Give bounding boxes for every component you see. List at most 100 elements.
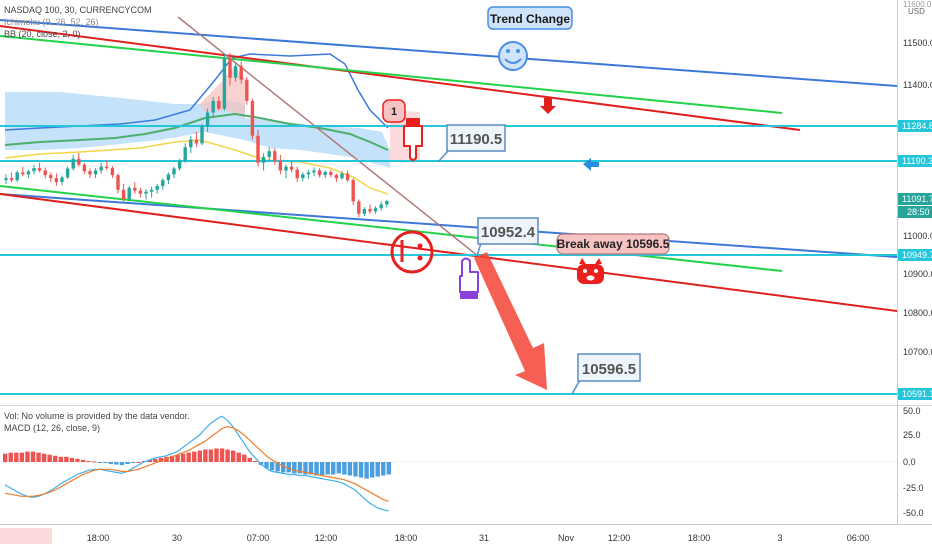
macd-bar [53, 455, 58, 462]
candle-body [379, 204, 383, 209]
price-tick: 10700.0 [903, 347, 932, 357]
macd-bar [80, 459, 86, 462]
diagonal-resistance-line [177, 16, 479, 257]
candle-body [121, 189, 126, 200]
candle-body [267, 151, 271, 157]
candle-body [284, 166, 288, 171]
candle-body [172, 168, 176, 175]
candle-body [60, 177, 64, 183]
macd-bar [136, 462, 141, 463]
signal-line [4, 425, 389, 503]
bollinger-lower-band [4, 139, 389, 195]
callout-10952[interactable]: 10952.4 [476, 217, 539, 257]
candle-body [228, 58, 232, 78]
macd-bar [358, 462, 364, 478]
candle-body [289, 166, 294, 170]
macd-bar [214, 448, 219, 462]
candle-body [273, 151, 277, 161]
callout-11190[interactable]: 11190.5 [437, 124, 506, 163]
macd-axis[interactable]: 50.0 25.0 0.0 -25.0 -50.0 [903, 406, 924, 518]
candle-body [21, 172, 25, 175]
candle-body [93, 170, 98, 175]
macd-bar [381, 462, 386, 476]
badge-one[interactable]: 1 [382, 99, 406, 123]
price-tick: 11000.0 [903, 231, 932, 241]
time-axis[interactable]: 18:00 30 07:00 12:00 18:00 31 12:00 18:0… [87, 533, 870, 543]
macd-bar [108, 462, 114, 465]
macd-bar [41, 453, 47, 462]
macd-bar [253, 460, 258, 462]
macd-bar [175, 454, 180, 462]
callout-10596[interactable]: 10596.5 [571, 353, 641, 395]
macd-bar [64, 456, 69, 462]
macd-bar [219, 448, 225, 462]
candle-body [256, 135, 260, 163]
level-label: 10591.1 [902, 389, 932, 399]
chart-legend: NASDAQ 100, 30, CURRENCYCOM Ichimoku (9,… [4, 4, 152, 40]
candle-body [317, 170, 322, 176]
callout-10596-label: 10596.5 [582, 361, 636, 378]
candle-body [183, 147, 187, 161]
macd-bar [275, 462, 280, 472]
level-label: 11190.3 [902, 156, 932, 166]
macd-bar [197, 450, 202, 462]
symbol-line[interactable]: NASDAQ 100, 30, CURRENCYCOM [4, 5, 152, 15]
macd-bar [303, 462, 308, 475]
volume-note[interactable]: Vol: No volume is provided by the data v… [4, 411, 190, 421]
macd-bar [186, 452, 191, 462]
candle-body [15, 172, 19, 181]
lower-blue-trendline [0, 193, 898, 258]
macd-bar [19, 452, 25, 462]
time-tick: 3 [777, 533, 782, 543]
candle-body [133, 187, 137, 191]
macd-bar [180, 453, 186, 462]
level-label: 11284.8 [902, 121, 932, 131]
price-axis[interactable]: USD 11600.0 11500.0 11400.0 11000.0 1090… [903, 0, 932, 357]
macd-label[interactable]: MACD (12, 26, close, 9) [4, 423, 101, 433]
candle-body [373, 208, 378, 212]
trend-change-callout[interactable]: Trend Change [487, 6, 573, 30]
candle-body [351, 180, 355, 202]
candle-body [99, 166, 103, 171]
candle-body [105, 166, 109, 169]
macd-bar [364, 462, 369, 479]
candle-body [194, 139, 199, 144]
macd-bar [75, 458, 80, 462]
macd-bar [281, 462, 286, 473]
macd-bar [225, 449, 230, 462]
projection-arrow [474, 252, 547, 390]
candle-body [233, 66, 238, 78]
bollinger-middle-band [4, 112, 389, 151]
lower-red-trendline [0, 193, 898, 312]
macd-bar [130, 462, 136, 464]
price-axis-top-label: 11600.0 [903, 0, 932, 9]
macd-bar [264, 462, 269, 469]
price-level-labels: 11284.8 11190.3 11091.7 28:50 10949.7 10… [898, 120, 932, 400]
macd-bar [247, 457, 253, 462]
candle-body [368, 209, 372, 212]
countdown-label: 28:50 [907, 207, 930, 217]
upper-blue-trendline [0, 19, 898, 87]
lower-green-trendline [0, 185, 783, 272]
bb-line[interactable]: BB (20, close, 2, 0) [4, 29, 81, 39]
trend-change-label: Trend Change [490, 12, 570, 26]
macd-tick: -25.0 [903, 483, 924, 493]
candle-body [261, 156, 266, 163]
macd-bar [331, 462, 336, 475]
candle-body [4, 178, 8, 181]
candle-body [26, 171, 31, 175]
macd-tick: -50.0 [903, 508, 924, 518]
ichimoku-line[interactable]: Ichimoku (9, 26, 52, 26) [4, 17, 99, 27]
macd-bar [36, 452, 41, 462]
candle-body [222, 58, 227, 109]
break-away-callout[interactable]: Break away 10596.5 [556, 233, 670, 255]
pointing-up-icon [459, 257, 479, 299]
pointing-down-icon [403, 118, 423, 161]
macd-bar [230, 450, 236, 462]
macd-bar [3, 453, 8, 462]
candle-body [200, 126, 204, 144]
candle-body [189, 139, 193, 148]
candle-body [245, 79, 249, 101]
candle-body [239, 66, 243, 80]
